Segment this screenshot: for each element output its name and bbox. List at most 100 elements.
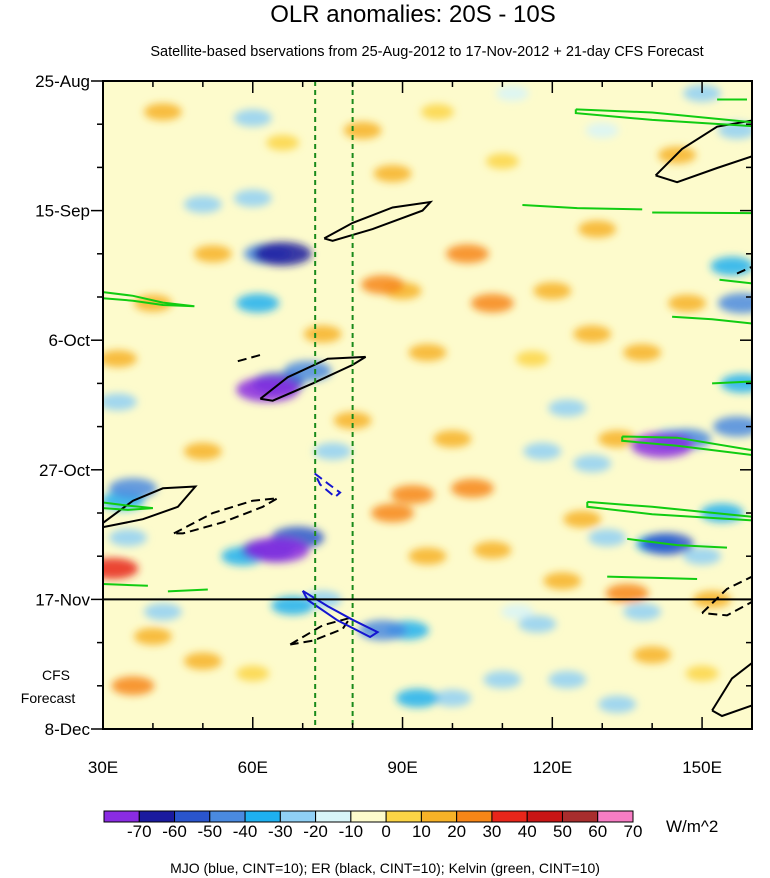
anomaly-cell xyxy=(183,442,222,460)
colorbar-swatch xyxy=(420,810,458,823)
anomaly-cell xyxy=(710,256,752,276)
kelvin-contour xyxy=(522,204,643,211)
anomaly-cell xyxy=(433,689,472,707)
anomaly-cell xyxy=(236,293,280,313)
colorbar-label: -10 xyxy=(339,822,364,841)
anomaly-cell xyxy=(515,350,549,367)
anomaly-cell xyxy=(343,121,382,139)
anomaly-cell xyxy=(133,627,172,646)
kelvin-contour xyxy=(167,588,208,593)
anomaly-cell xyxy=(563,510,602,528)
colorbar-label: -40 xyxy=(233,822,258,841)
anomaly-cell xyxy=(573,455,612,473)
anomaly-cell xyxy=(193,245,232,263)
anomaly-cell xyxy=(598,695,637,713)
colorbar-label: 20 xyxy=(447,822,466,841)
y-tick-label: 27-Oct xyxy=(39,461,90,480)
colorbar-swatch xyxy=(526,810,563,823)
anomaly-cell xyxy=(111,676,155,696)
anomaly-cell xyxy=(588,529,627,547)
colorbar-swatch xyxy=(315,810,352,823)
plot-frame xyxy=(102,80,753,730)
kelvin-contour xyxy=(103,583,148,587)
anomaly-cell xyxy=(720,374,752,393)
anomaly-cell xyxy=(633,646,672,664)
anomaly-cell xyxy=(495,85,529,102)
anomaly-cell xyxy=(500,603,534,620)
anomaly-cell xyxy=(445,244,489,264)
er-contour xyxy=(173,497,279,535)
anomaly-cell xyxy=(271,596,315,615)
colorbar-label: 0 xyxy=(381,822,390,841)
anomaly-cell xyxy=(668,294,707,312)
er-contour xyxy=(289,616,353,646)
forecast-label-line1: CFS xyxy=(42,667,70,683)
plot-background xyxy=(103,81,752,729)
colorbar-label: 50 xyxy=(553,822,572,841)
y-tick-label: 6-Oct xyxy=(48,331,90,350)
kelvin-contour xyxy=(627,537,728,549)
anomaly-cell xyxy=(623,603,662,621)
anomaly-cell xyxy=(236,665,270,682)
colorbar-swatch xyxy=(279,810,317,823)
anomaly-cell xyxy=(518,615,557,633)
kelvin-contour xyxy=(672,315,752,325)
anomaly-cell xyxy=(236,376,300,403)
er-contour xyxy=(323,200,434,242)
kelvin-contour xyxy=(621,435,752,457)
colorbar-swatch xyxy=(456,810,493,823)
anomaly-cell xyxy=(361,275,405,295)
colorbar-swatch xyxy=(209,810,246,823)
kelvin-contour xyxy=(712,380,752,385)
anomaly-cell xyxy=(473,541,512,559)
er-contour xyxy=(654,119,752,184)
y-axis: 25-Aug 15-Sep 6-Oct 27-Oct 17-Nov 8-Dec xyxy=(35,72,752,739)
anomaly-cell xyxy=(598,430,637,448)
anomaly-cell xyxy=(373,164,412,183)
anomaly-cell xyxy=(103,350,137,368)
anomaly-cell xyxy=(253,242,312,266)
colorbar-label: -20 xyxy=(303,822,328,841)
anomaly-cell xyxy=(233,109,272,127)
anomaly-cell xyxy=(543,572,582,590)
anomaly-cell xyxy=(683,547,722,565)
er-contour xyxy=(701,575,752,617)
anomaly-cell xyxy=(433,430,472,448)
anomaly-cell xyxy=(578,220,617,238)
anomaly-cell xyxy=(548,399,587,417)
units-label: W/m^2 xyxy=(666,817,718,836)
colorbar-swatch xyxy=(174,810,211,823)
anomaly-cell xyxy=(143,103,182,121)
colorbar-label: 70 xyxy=(624,822,643,841)
anomaly-cell xyxy=(533,282,572,300)
anomaly-cell xyxy=(396,688,440,708)
x-axis: 30E 60E 90E 120E 150E xyxy=(88,81,753,777)
anomaly-cell xyxy=(103,557,139,580)
er-contour xyxy=(103,485,198,529)
anomaly-cell xyxy=(246,537,310,563)
y-tick-label: 25-Aug xyxy=(35,72,90,91)
anomaly-cell xyxy=(108,478,157,499)
colorbar-swatch xyxy=(561,810,599,823)
chart-subtitle: Satellite-based bservations from 25-Aug-… xyxy=(150,44,703,60)
colorbar-label: 60 xyxy=(588,822,607,841)
anomaly-cell xyxy=(103,393,137,411)
anomaly-cell xyxy=(371,503,415,523)
kelvin-contour xyxy=(607,575,698,580)
kelvin-contour xyxy=(103,501,153,511)
anomaly-cell xyxy=(303,325,342,343)
anomaly-cell xyxy=(483,671,522,689)
colorbar: -70 -60 -50 -40 -30 -20 -10 0 10 20 30 40 50 60 70 xyxy=(103,810,643,841)
colorbar-swatch xyxy=(138,810,176,823)
kelvin-contour xyxy=(574,108,752,128)
anomaly-cell xyxy=(573,325,612,343)
colorbar-swatch xyxy=(103,810,140,823)
x-tick-label: 150E xyxy=(682,758,722,777)
forecast-label-line2: Forecast xyxy=(21,690,76,706)
anomaly-cell xyxy=(548,671,587,689)
mjo-contour xyxy=(313,472,342,499)
anomaly-cell xyxy=(683,84,722,102)
colorbar-swatch xyxy=(491,810,528,823)
anomaly-cell xyxy=(408,547,447,565)
